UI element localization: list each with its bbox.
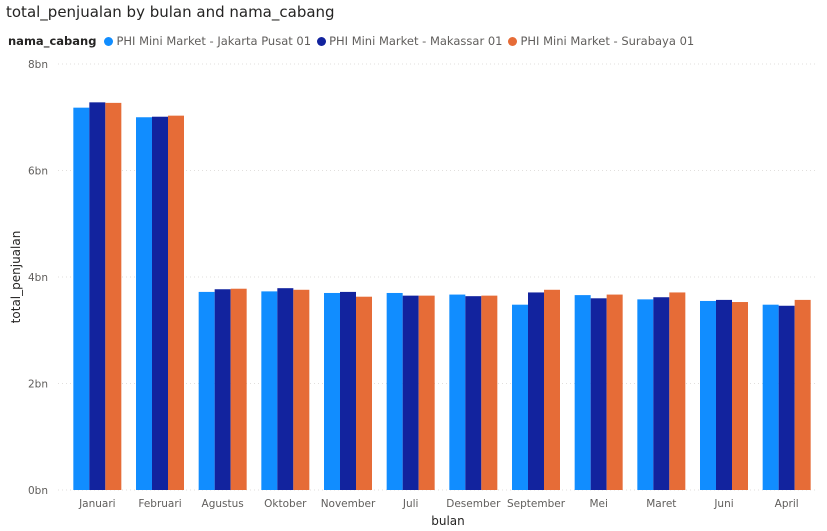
y-tick-label: 6bn — [28, 166, 48, 178]
bar[interactable] — [762, 304, 779, 490]
legend-dot-makassar — [317, 36, 327, 46]
bar[interactable] — [168, 115, 184, 490]
bar[interactable] — [418, 295, 435, 490]
gridlines — [58, 63, 818, 491]
x-tick-label: Juni — [713, 498, 733, 510]
bar[interactable] — [465, 296, 482, 490]
bar[interactable] — [230, 288, 247, 490]
bar[interactable] — [653, 297, 670, 490]
bar[interactable] — [637, 299, 654, 490]
bar[interactable] — [669, 292, 686, 490]
bar[interactable] — [214, 289, 231, 490]
x-tick-label: November — [321, 498, 376, 510]
bar[interactable] — [89, 102, 106, 490]
y-tick-label: 4bn — [28, 272, 48, 284]
bar[interactable] — [324, 292, 340, 490]
x-tick-label: Oktober — [264, 498, 307, 510]
legend-dot-jakarta — [104, 36, 114, 46]
bar[interactable] — [152, 116, 168, 490]
legend-item-jakarta[interactable]: PHI Mini Market - Jakarta Pusat 01 — [104, 34, 311, 48]
x-tick-label: Desember — [446, 498, 501, 510]
bar[interactable] — [136, 117, 152, 490]
bar[interactable] — [277, 288, 294, 490]
bar[interactable] — [544, 289, 560, 490]
bar[interactable] — [356, 296, 372, 490]
bar[interactable] — [293, 289, 310, 490]
bar[interactable] — [794, 299, 811, 490]
x-tick-label: September — [507, 498, 566, 510]
y-axis-title: total_penjualan — [9, 231, 23, 324]
y-tick-label: 8bn — [28, 59, 48, 71]
bars — [73, 102, 811, 490]
legend-item-makassar[interactable]: PHI Mini Market - Makassar 01 — [317, 34, 502, 48]
x-tick-label: Mei — [589, 498, 607, 510]
bar[interactable] — [340, 291, 356, 490]
x-axis-ticks: Januari Februari Agustus Oktober November Jul… — [78, 498, 799, 510]
legend-dot-surabaya — [508, 36, 518, 46]
bar[interactable] — [778, 305, 795, 490]
x-axis-title: bulan — [431, 514, 465, 528]
bar[interactable] — [105, 102, 122, 490]
y-axis-ticks: 0bn 2bn 4bn 6bn 8bn — [28, 59, 48, 497]
bar[interactable] — [198, 291, 215, 490]
legend-label-jakarta: PHI Mini Market - Jakarta Pusat 01 — [116, 34, 312, 48]
chart-title: total_penjualan by bulan and nama_cabang — [6, 3, 335, 21]
y-tick-label: 2bn — [28, 379, 48, 391]
bar[interactable] — [386, 292, 403, 490]
bar[interactable] — [590, 298, 607, 490]
bar[interactable] — [574, 295, 591, 490]
bar[interactable] — [700, 300, 716, 490]
x-tick-label: Januari — [78, 498, 116, 510]
bar[interactable] — [716, 299, 732, 490]
bar[interactable] — [73, 107, 90, 490]
y-tick-label: 0bn — [28, 485, 48, 497]
legend-label-surabaya: PHI Mini Market - Surabaya 01 — [520, 34, 695, 48]
bar[interactable] — [481, 295, 498, 490]
bar[interactable] — [732, 302, 748, 490]
legend-label-makassar: PHI Mini Market - Makassar 01 — [329, 34, 503, 48]
bar[interactable] — [261, 291, 278, 490]
bar[interactable] — [402, 295, 419, 490]
x-tick-label: Juli — [402, 498, 419, 510]
legend-item-surabaya[interactable]: PHI Mini Market - Surabaya 01 — [508, 34, 694, 48]
bar[interactable] — [606, 294, 623, 490]
x-tick-label: Februari — [138, 498, 181, 510]
x-tick-label: Maret — [646, 498, 676, 510]
bar[interactable] — [449, 294, 466, 490]
x-tick-label: Agustus — [202, 498, 244, 510]
bar[interactable] — [512, 304, 528, 490]
legend-title: nama_cabang — [8, 34, 97, 48]
x-tick-label: April — [775, 498, 799, 510]
bar[interactable] — [528, 292, 544, 490]
legend: nama_cabang PHI Mini Market - Jakarta Pu… — [8, 33, 700, 49]
